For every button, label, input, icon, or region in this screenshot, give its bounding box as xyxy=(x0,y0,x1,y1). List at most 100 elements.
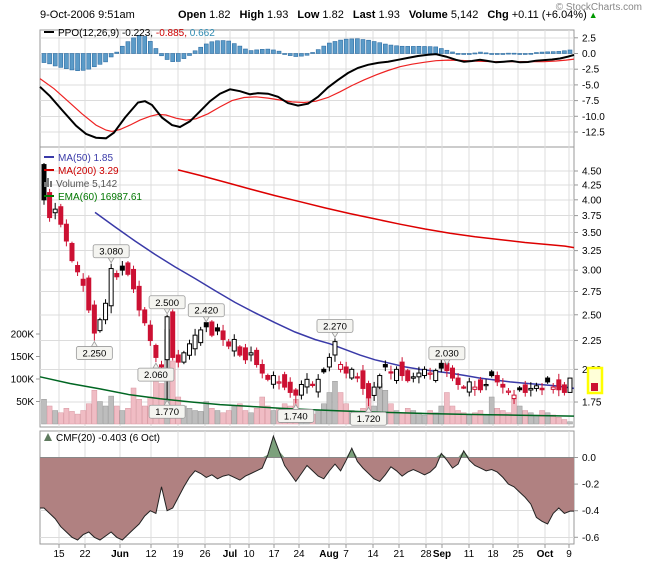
legend-row-ma50: MA(50) 1.85 xyxy=(44,152,142,165)
svg-text:18: 18 xyxy=(487,549,499,560)
svg-text:-7.5: -7.5 xyxy=(582,96,600,107)
ma50-swatch-icon xyxy=(44,156,54,159)
cmf-legend-label: CMF(20) xyxy=(56,433,96,444)
quote-strip: Open 1.82 High 1.93 Low 1.82 Last 1.93 Volume 5,1… xyxy=(178,9,598,21)
ppo-legend-label: PPO(12,26,9) xyxy=(58,28,120,39)
svg-text:-5.0: -5.0 xyxy=(582,80,600,91)
cmf-legend: CMF(20) -0.403 (6 Oct) xyxy=(44,432,160,445)
ma50-label: MA(50) 1.85 xyxy=(58,153,114,164)
svg-text:Jun: Jun xyxy=(111,549,129,560)
svg-text:17: 17 xyxy=(268,549,280,560)
datetime-label: 9-Oct-2006 9:51am xyxy=(40,9,135,21)
price-h-grid: 4.50 4.25 4.00 3.75 3.50 3.25 3.00 2.75 2.50 2.25… xyxy=(40,167,602,409)
ema-label: EMA(60) 16987.61 xyxy=(58,192,142,203)
ppo-hist-value: 0.662 xyxy=(189,28,215,39)
ppo-value: -0.223, xyxy=(121,28,154,39)
svg-text:25: 25 xyxy=(512,549,524,560)
cmf-area-icon xyxy=(44,433,52,441)
candles xyxy=(41,162,573,407)
svg-text:3.50: 3.50 xyxy=(582,228,602,239)
svg-text:0.0: 0.0 xyxy=(582,49,596,60)
svg-text:7: 7 xyxy=(343,549,349,560)
svg-text:2.060: 2.060 xyxy=(144,370,168,381)
quote-field-chg: Chg +0.11 (+6.04%) ▲ xyxy=(487,9,598,21)
svg-text:Sep: Sep xyxy=(433,549,451,560)
svg-text:2.030: 2.030 xyxy=(435,349,459,360)
volume-bars-icon xyxy=(44,178,52,187)
price-annotations: 3.080 2.250 2.500 2.060 2.420 1.770 2.270 1.740… xyxy=(75,244,466,426)
svg-text:-0.4: -0.4 xyxy=(582,506,600,517)
ppo-line-swatch-icon xyxy=(44,31,54,34)
svg-text:3.25: 3.25 xyxy=(582,246,602,257)
svg-text:2.25: 2.25 xyxy=(582,336,602,347)
svg-text:0.0: 0.0 xyxy=(582,453,596,464)
ma200-line xyxy=(177,169,575,249)
price-legend: MA(50) 1.85 MA(200) 3.29 Volume 5,142 EM… xyxy=(44,152,142,204)
legend-row-ema: EMA(60) 16987.61 xyxy=(44,191,142,204)
copyright-label: © StockCharts.com xyxy=(555,2,642,13)
svg-text:1.770: 1.770 xyxy=(155,407,179,418)
last-price-marker xyxy=(586,366,604,395)
ppo-h-grid: 2.5 0.0 -2.5 -5.0 -7.5 -10.0 -12.5 xyxy=(40,33,605,139)
svg-text:-0.2: -0.2 xyxy=(582,480,600,491)
svg-text:2.250: 2.250 xyxy=(82,349,106,360)
change-up-icon: ▲ xyxy=(588,10,598,20)
svg-text:10: 10 xyxy=(243,549,255,560)
svg-text:200K: 200K xyxy=(11,330,35,341)
quote-field-last: Last 1.93 xyxy=(352,9,400,21)
svg-text:22: 22 xyxy=(79,549,91,560)
svg-text:4.50: 4.50 xyxy=(582,167,602,178)
svg-text:28: 28 xyxy=(420,549,432,560)
svg-text:4.00: 4.00 xyxy=(582,195,602,206)
svg-text:-0.6: -0.6 xyxy=(582,533,600,544)
svg-text:9: 9 xyxy=(566,549,572,560)
svg-text:2.5: 2.5 xyxy=(582,33,596,44)
cmf-value: -0.403 (6 Oct) xyxy=(98,433,160,444)
svg-text:3.00: 3.00 xyxy=(582,266,602,277)
ppo-histogram xyxy=(41,34,573,71)
svg-text:3.080: 3.080 xyxy=(99,247,123,258)
x-axis-labels: 15 22 Jun 12 19 26 Jul 10 17 24 Aug 7 14 21 28 Sep 11 18 2… xyxy=(53,544,572,560)
quote-field-high: High 1.93 xyxy=(239,9,289,21)
ppo-lines xyxy=(39,53,575,140)
svg-text:Jul: Jul xyxy=(223,549,238,560)
svg-text:2.500: 2.500 xyxy=(155,298,179,309)
svg-text:Oct: Oct xyxy=(537,549,554,560)
cmf-area xyxy=(40,434,574,541)
quote-field-volume: Volume 5,142 xyxy=(408,9,479,21)
ma200-swatch-icon xyxy=(44,169,54,172)
legend-row-volume: Volume 5,142 xyxy=(44,178,142,191)
svg-text:-12.5: -12.5 xyxy=(582,128,605,139)
quote-field-low: Low 1.82 xyxy=(297,9,344,21)
svg-text:15: 15 xyxy=(53,549,65,560)
svg-text:11: 11 xyxy=(464,549,475,560)
svg-text:3.75: 3.75 xyxy=(582,211,602,222)
svg-text:4.25: 4.25 xyxy=(582,180,602,191)
ma50-line xyxy=(94,211,575,390)
svg-text:26: 26 xyxy=(199,549,211,560)
svg-text:50K: 50K xyxy=(16,397,34,408)
svg-text:-10.0: -10.0 xyxy=(582,112,605,123)
svg-text:14: 14 xyxy=(367,549,379,560)
ppo-signal-value: -0.885, xyxy=(155,28,187,39)
svg-text:2.270: 2.270 xyxy=(323,321,347,332)
legend-row-ma200: MA(200) 3.29 xyxy=(44,165,142,178)
volume-label: Volume 5,142 xyxy=(56,179,118,190)
svg-text:2.420: 2.420 xyxy=(194,306,218,317)
svg-text:Aug: Aug xyxy=(319,549,338,560)
svg-text:150K: 150K xyxy=(11,352,35,363)
svg-text:1.740: 1.740 xyxy=(284,411,308,422)
svg-text:24: 24 xyxy=(293,549,305,560)
ppo-legend: PPO(12,26,9) -0.223, -0.885, 0.662 xyxy=(44,27,215,40)
svg-text:21: 21 xyxy=(393,549,405,560)
ema-swatch-icon xyxy=(44,195,54,198)
svg-text:2.50: 2.50 xyxy=(582,310,602,321)
svg-text:1.75: 1.75 xyxy=(582,398,602,409)
quote-field-open: Open 1.82 xyxy=(178,9,231,21)
svg-text:100K: 100K xyxy=(11,375,35,386)
svg-text:1.720: 1.720 xyxy=(357,414,381,425)
svg-text:-2.5: -2.5 xyxy=(582,65,600,76)
svg-text:2.75: 2.75 xyxy=(582,287,602,298)
